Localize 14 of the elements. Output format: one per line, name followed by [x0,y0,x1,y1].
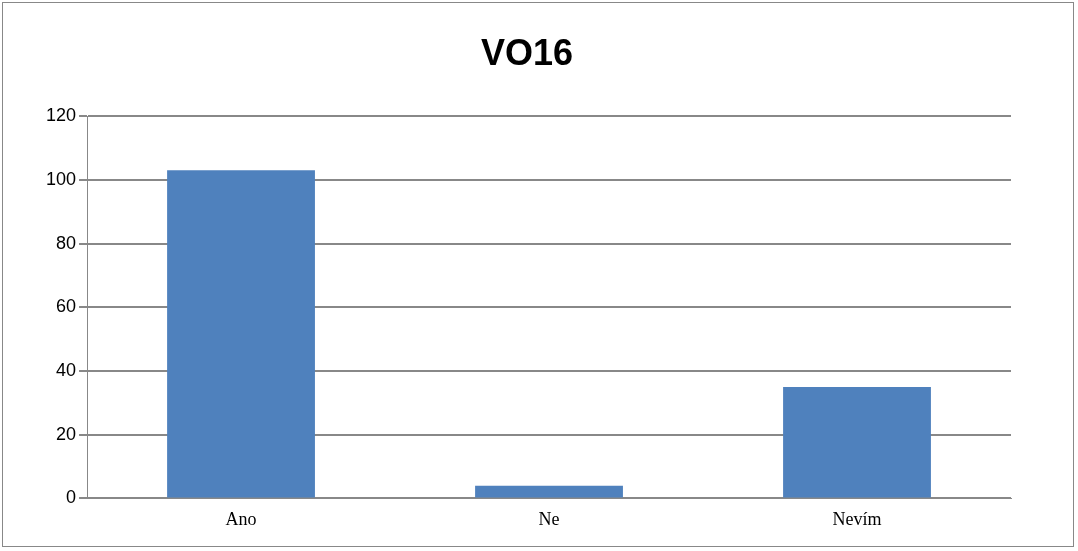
y-tick-label: 100 [45,168,77,189]
x-tick-label: Ano [225,508,257,529]
bar [167,170,315,498]
y-tick-label: 60 [56,296,77,317]
x-tick-label: Ne [538,508,560,529]
chart-title: VO16 [480,31,574,73]
y-tick-label: 0 [66,487,77,508]
bar [783,386,931,498]
y-tick-label: 120 [45,105,77,126]
bar [475,485,623,498]
y-tick-label: 20 [56,423,77,444]
y-tick-label: 40 [56,359,77,380]
x-tick-label: Nevím [832,508,882,529]
y-tick-label: 80 [56,232,77,253]
